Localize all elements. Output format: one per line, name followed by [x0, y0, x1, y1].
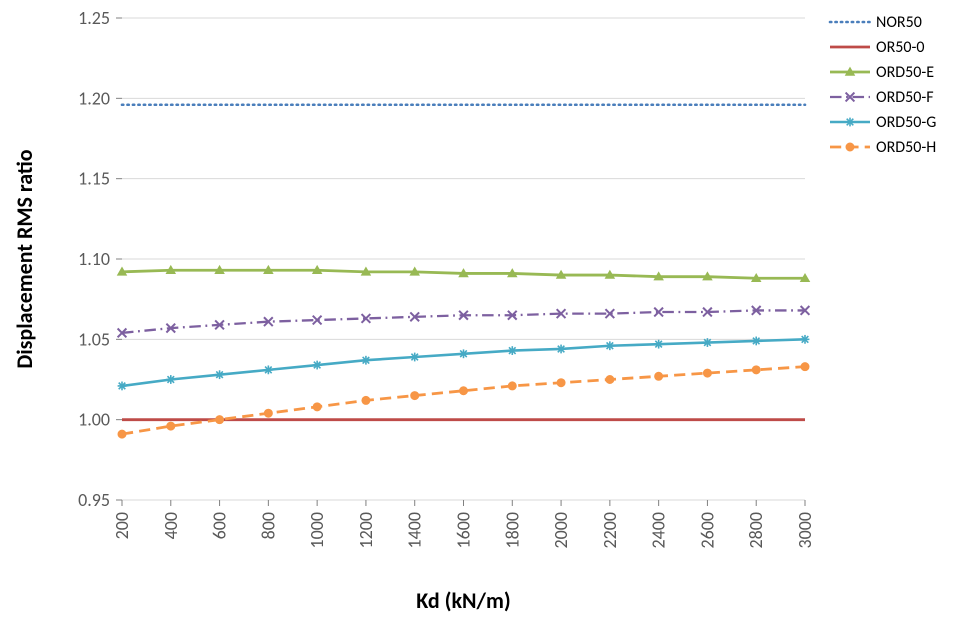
legend-entry: ORD50-H: [830, 138, 936, 157]
x-tick-label: 200: [111, 512, 133, 539]
x-tick-label: 600: [209, 512, 231, 539]
legend-entry: ORD50-E: [830, 63, 934, 82]
x-tick-label: 2200: [599, 512, 621, 549]
legend-label: OR50-0: [876, 38, 925, 57]
legend-entry: ORD50-G: [830, 113, 936, 132]
x-tick-label: 1600: [453, 512, 475, 549]
legend-entry: OR50-0: [830, 38, 925, 57]
x-tick-label: 2600: [696, 512, 718, 549]
y-tick-label: 1.20: [78, 87, 110, 109]
legend-label: ORD50-E: [876, 63, 934, 82]
legend: NOR50 OR50-0 ORD50-E ORD50-F ORD50-G ORD50-H: [830, 13, 936, 157]
x-tick-label: 800: [257, 512, 279, 539]
y-tick-label: 1.15: [78, 168, 110, 190]
x-tick-label: 400: [160, 512, 182, 539]
y-tick-label: 1.05: [78, 328, 110, 350]
x-axis-title: Kd (kN/m): [416, 587, 511, 614]
y-tick-label: 1.25: [78, 7, 110, 29]
chart-container: 0.95 1.00 1.05 1.10 1.15 1.20 1.25 200 400 600 800…: [0, 0, 965, 630]
legend-entry: NOR50: [830, 13, 922, 32]
y-tick-label: 1.10: [78, 248, 110, 270]
legend-entry: ORD50-F: [830, 88, 934, 107]
x-tick-label: 2400: [648, 512, 670, 549]
y-tick-label: 0.95: [78, 489, 110, 511]
line-chart: 0.95 1.00 1.05 1.10 1.15 1.20 1.25 200 400 600 800…: [0, 0, 965, 630]
legend-label: ORD50-F: [876, 88, 934, 107]
legend-label: ORD50-G: [876, 113, 936, 132]
y-tick-label: 1.00: [78, 409, 110, 431]
legend-label: NOR50: [876, 13, 922, 32]
x-tick-label: 1000: [306, 512, 328, 549]
x-tick-label: 3000: [794, 512, 816, 549]
x-tick-label: 1400: [404, 512, 426, 549]
x-tick-label: 1200: [355, 512, 377, 549]
x-tick-label: 2800: [745, 512, 767, 549]
legend-label: ORD50-H: [876, 138, 936, 157]
y-axis-title: Displacement RMS ratio: [11, 149, 38, 368]
x-tick-label: 1800: [501, 512, 523, 549]
x-tick-label: 2000: [550, 512, 572, 549]
